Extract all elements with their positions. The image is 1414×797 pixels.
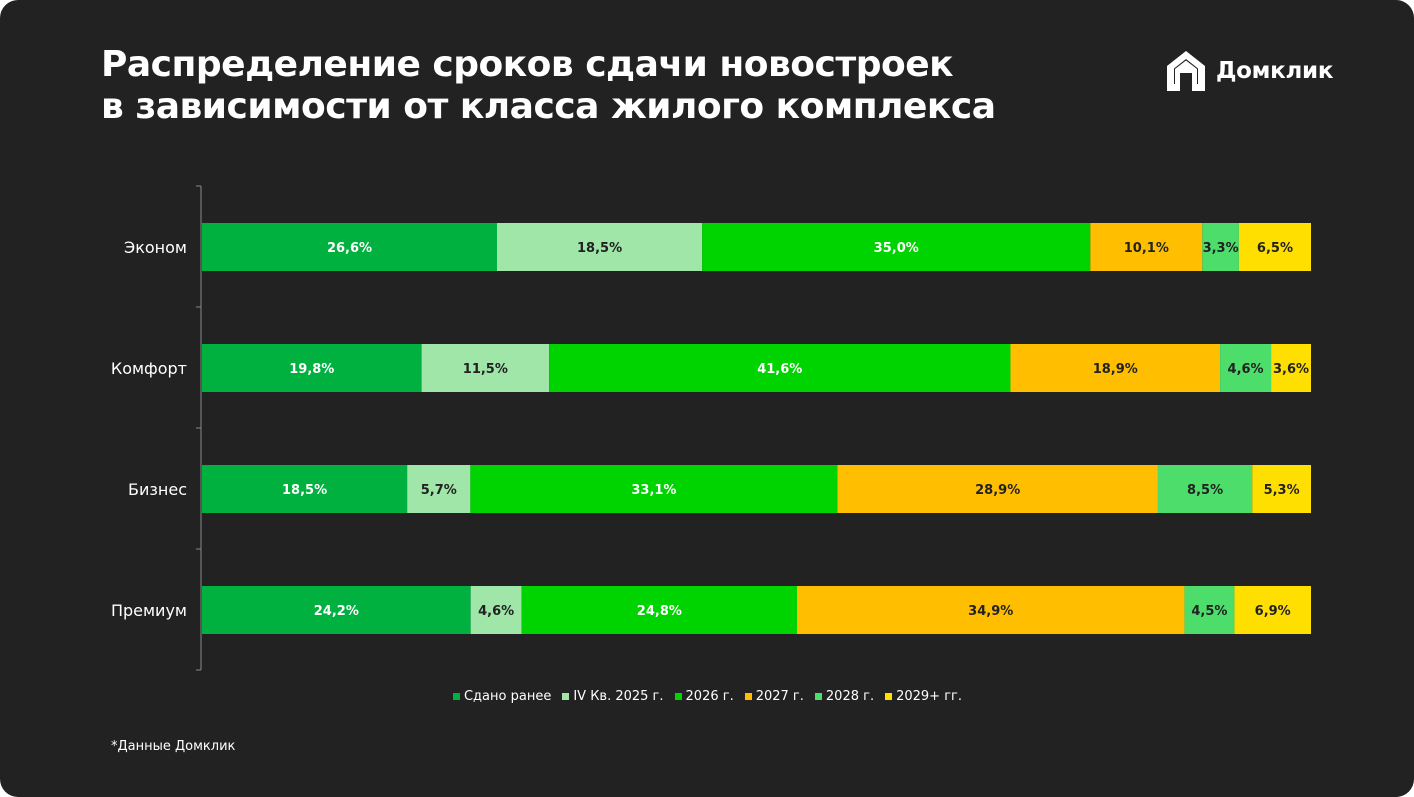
data-label: 34,9% bbox=[968, 604, 1013, 619]
legend-item: 2027 г. bbox=[744, 689, 804, 704]
data-label: 18,5% bbox=[577, 241, 622, 256]
data-label: 3,6% bbox=[1273, 362, 1309, 377]
legend-swatch bbox=[814, 693, 822, 700]
data-label: 41,6% bbox=[757, 362, 802, 377]
bar-segment bbox=[1220, 344, 1272, 392]
bar-segment bbox=[521, 586, 798, 634]
bar-segment bbox=[202, 586, 471, 634]
title-line-1: Распределение сроков сдачи новостроек bbox=[101, 44, 954, 85]
bar-segment bbox=[202, 344, 422, 392]
legend-item: IV Кв. 2025 г. bbox=[562, 689, 664, 704]
bar-segment bbox=[1234, 586, 1311, 634]
data-label: 3,3% bbox=[1203, 241, 1239, 256]
data-label: 5,3% bbox=[1264, 483, 1300, 498]
legend-item: 2028 г. bbox=[814, 689, 875, 704]
legend-label: 2029+ гг. bbox=[896, 689, 962, 704]
bar-segment bbox=[407, 465, 471, 513]
legend-swatch bbox=[885, 693, 893, 700]
bar-segment bbox=[202, 223, 497, 271]
legend-label: 2026 г. bbox=[685, 689, 734, 704]
bar-segment bbox=[202, 465, 408, 513]
data-label: 5,7% bbox=[421, 483, 457, 498]
bar-segment bbox=[797, 586, 1185, 634]
bar-segment bbox=[702, 223, 1091, 271]
chart-legend: Сдано ранее IV Кв. 2025 г. 2026 г. 2027 г. 2… bbox=[0, 689, 1414, 704]
legend-label: IV Кв. 2025 г. bbox=[573, 689, 664, 704]
data-label: 10,1% bbox=[1124, 241, 1169, 256]
data-label: 6,5% bbox=[1257, 241, 1293, 256]
bar-segment bbox=[470, 465, 838, 513]
legend-item: 2029+ гг. bbox=[885, 689, 962, 704]
category-label: Премиум bbox=[111, 601, 187, 620]
domclick-house-icon bbox=[1167, 51, 1205, 91]
data-label: 33,1% bbox=[631, 483, 676, 498]
bar-segment bbox=[1184, 586, 1235, 634]
stacked-bar-chart: Эконом 26,6% 18,5% 35,0% 10,1% 3,3% 6,5% Комфор… bbox=[111, 185, 1311, 671]
title-line-2: в зависимости от класса жилого комплекса bbox=[101, 86, 996, 127]
legend-swatch bbox=[674, 693, 682, 700]
data-label: 24,8% bbox=[637, 604, 682, 619]
bar-segment bbox=[1252, 465, 1311, 513]
bar-segment bbox=[1238, 223, 1311, 271]
footnote: *Данные Домклик bbox=[111, 739, 236, 754]
bar-segment bbox=[1202, 223, 1239, 271]
bar-segment bbox=[496, 223, 703, 271]
bar-segment bbox=[837, 465, 1158, 513]
data-label: 4,6% bbox=[478, 604, 514, 619]
data-label: 4,6% bbox=[1228, 362, 1264, 377]
data-label: 26,6% bbox=[327, 241, 372, 256]
category-label: Бизнес bbox=[128, 480, 187, 499]
legend-swatch bbox=[452, 693, 460, 700]
bar-segment bbox=[470, 586, 522, 634]
legend-label: Сдано ранее bbox=[463, 689, 552, 704]
data-label: 19,8% bbox=[289, 362, 334, 377]
data-label: 24,2% bbox=[314, 604, 359, 619]
logo-text: Домклик bbox=[1216, 58, 1334, 84]
bar-segment bbox=[421, 344, 550, 392]
legend-item: 2026 г. bbox=[674, 689, 734, 704]
legend-swatch bbox=[744, 693, 752, 700]
bar-segment bbox=[1090, 223, 1203, 271]
legend-label: 2027 г. bbox=[755, 689, 804, 704]
data-label: 6,9% bbox=[1255, 604, 1291, 619]
bar-segment bbox=[1010, 344, 1221, 392]
data-label: 18,5% bbox=[282, 483, 327, 498]
data-label: 18,9% bbox=[1093, 362, 1138, 377]
legend-swatch bbox=[562, 693, 570, 700]
bar-segment bbox=[549, 344, 1011, 392]
bar-segment bbox=[1271, 344, 1311, 392]
domclick-logo: Домклик bbox=[1165, 48, 1333, 94]
page-title: Распределение сроков сдачи новостроек в … bbox=[101, 44, 1081, 128]
data-label: 35,0% bbox=[874, 241, 919, 256]
legend-label: 2028 г. bbox=[825, 689, 875, 704]
data-label: 4,5% bbox=[1191, 604, 1227, 619]
data-label: 11,5% bbox=[463, 362, 508, 377]
category-label: Эконом bbox=[124, 238, 187, 257]
legend-item: Сдано ранее bbox=[452, 689, 552, 704]
bar-segment bbox=[1157, 465, 1253, 513]
data-label: 8,5% bbox=[1187, 483, 1223, 498]
data-label: 28,9% bbox=[975, 483, 1020, 498]
category-label: Комфорт bbox=[111, 359, 187, 378]
